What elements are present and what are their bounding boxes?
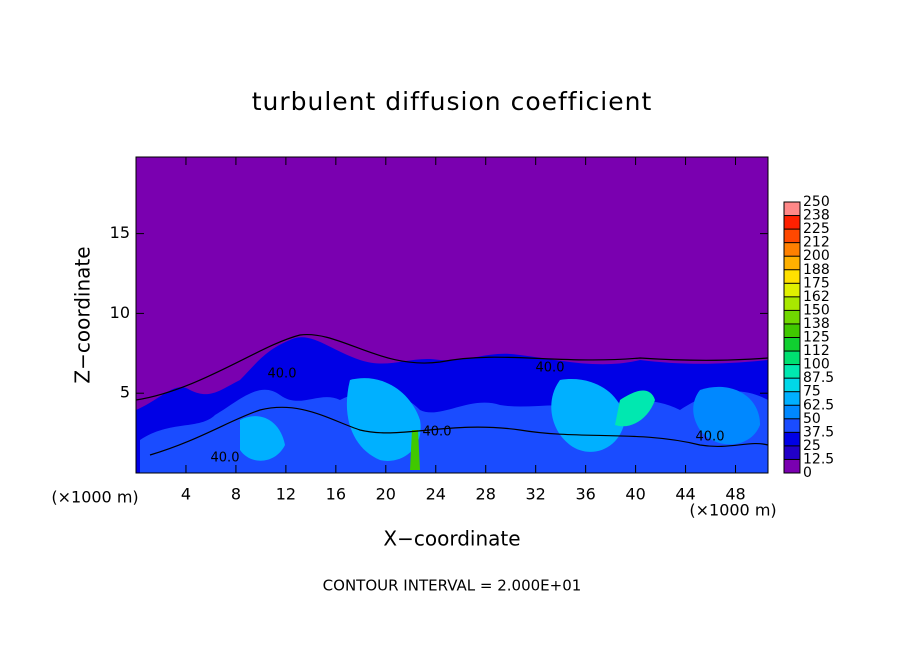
x-tick-label: 4 <box>181 485 191 504</box>
colorbar-segment <box>784 337 800 352</box>
colorbar-segment <box>784 215 800 230</box>
colorbar-label: 150 <box>803 302 830 318</box>
colorbar-segment <box>784 378 800 392</box>
field-region <box>693 386 760 445</box>
colorbar-segment <box>784 256 800 270</box>
colorbar-segment <box>784 459 800 473</box>
colorbar-segment <box>784 432 800 446</box>
x-units: (×1000 m) <box>51 488 138 507</box>
colorbar-segment <box>784 445 800 460</box>
x-tick-label: 36 <box>575 485 595 504</box>
contour-label: 40.0 <box>211 451 240 466</box>
colorbar-label: 0 <box>803 465 812 481</box>
field-region <box>240 416 285 461</box>
colorbar-label: 112 <box>803 343 830 359</box>
contour-label: 40.0 <box>536 361 565 376</box>
colorbar-segment <box>784 202 800 216</box>
x-tick-label: 28 <box>476 485 496 504</box>
field-region <box>615 390 655 427</box>
x-tick-label: 44 <box>675 485 695 504</box>
colorbar-segment <box>784 351 800 365</box>
colorbar-label: 188 <box>803 262 830 278</box>
x-axis-label: X−coordinate <box>383 527 520 551</box>
colorbar-label: 162 <box>803 289 830 305</box>
y-tick-label: 5 <box>120 383 130 402</box>
x-tick-label: 40 <box>625 485 645 504</box>
field-region <box>551 379 625 452</box>
colorbar-segment <box>784 391 800 406</box>
axes <box>135 156 769 474</box>
y-tick-label: 10 <box>110 303 130 322</box>
colorbar-label: 100 <box>803 357 830 373</box>
colorbar-label: 12.5 <box>803 451 834 467</box>
contour-label: 40.0 <box>268 367 297 382</box>
colorbar-label: 225 <box>803 221 830 237</box>
colorbar-label: 87.5 <box>803 370 834 386</box>
y-axis-label: Z−coordinate <box>71 246 95 383</box>
chart-title: turbulent diffusion coefficient <box>252 87 653 116</box>
colorbar-label: 62.5 <box>803 397 834 413</box>
colorbar-label: 25 <box>803 438 821 454</box>
plot-frame <box>135 156 769 474</box>
contour-line <box>135 334 769 401</box>
contour-line <box>149 406 769 456</box>
colorbar-label: 250 <box>803 194 830 210</box>
colorbar-label: 238 <box>803 208 830 224</box>
colorbar-segment <box>784 269 800 284</box>
colorbar-segment <box>784 418 800 433</box>
field <box>135 157 769 473</box>
colorbar-segment <box>784 323 800 338</box>
colorbar-label: 37.5 <box>803 424 834 440</box>
contour-label: 40.0 <box>696 430 725 445</box>
colorbar-label: 212 <box>803 235 830 251</box>
colorbar-segment <box>784 242 800 257</box>
contour-label: 40.0 <box>423 425 452 440</box>
colorbar-label: 200 <box>803 248 830 264</box>
x-tick-label: 16 <box>326 485 346 504</box>
colorbar-label: 175 <box>803 275 830 291</box>
colorbar-label: 50 <box>803 411 821 427</box>
x-tick-label: 32 <box>526 485 546 504</box>
colorbar-segment <box>784 296 800 311</box>
x-tick-label: 20 <box>376 485 396 504</box>
x-tick-label: 48 <box>725 485 745 504</box>
colorbar-segment <box>784 283 800 297</box>
colorbar-label: 138 <box>803 316 830 332</box>
colorbar-segment <box>784 310 800 324</box>
footer-note: CONTOUR INTERVAL = 2.000E+01 <box>323 577 582 595</box>
colorbar-segment <box>784 229 800 243</box>
colorbar-segment <box>784 405 800 419</box>
field-region <box>410 430 420 470</box>
y-tick-label: 15 <box>110 223 130 242</box>
x-tick-label: 24 <box>426 485 446 504</box>
colorbar-label: 125 <box>803 330 830 346</box>
x-tick-label: 12 <box>276 485 296 504</box>
field-region <box>346 378 421 461</box>
x-units: (×1000 m) <box>689 501 776 520</box>
colorbar-label: 75 <box>803 384 821 400</box>
x-tick-label: 8 <box>231 485 241 504</box>
colorbar-segment <box>784 364 800 379</box>
